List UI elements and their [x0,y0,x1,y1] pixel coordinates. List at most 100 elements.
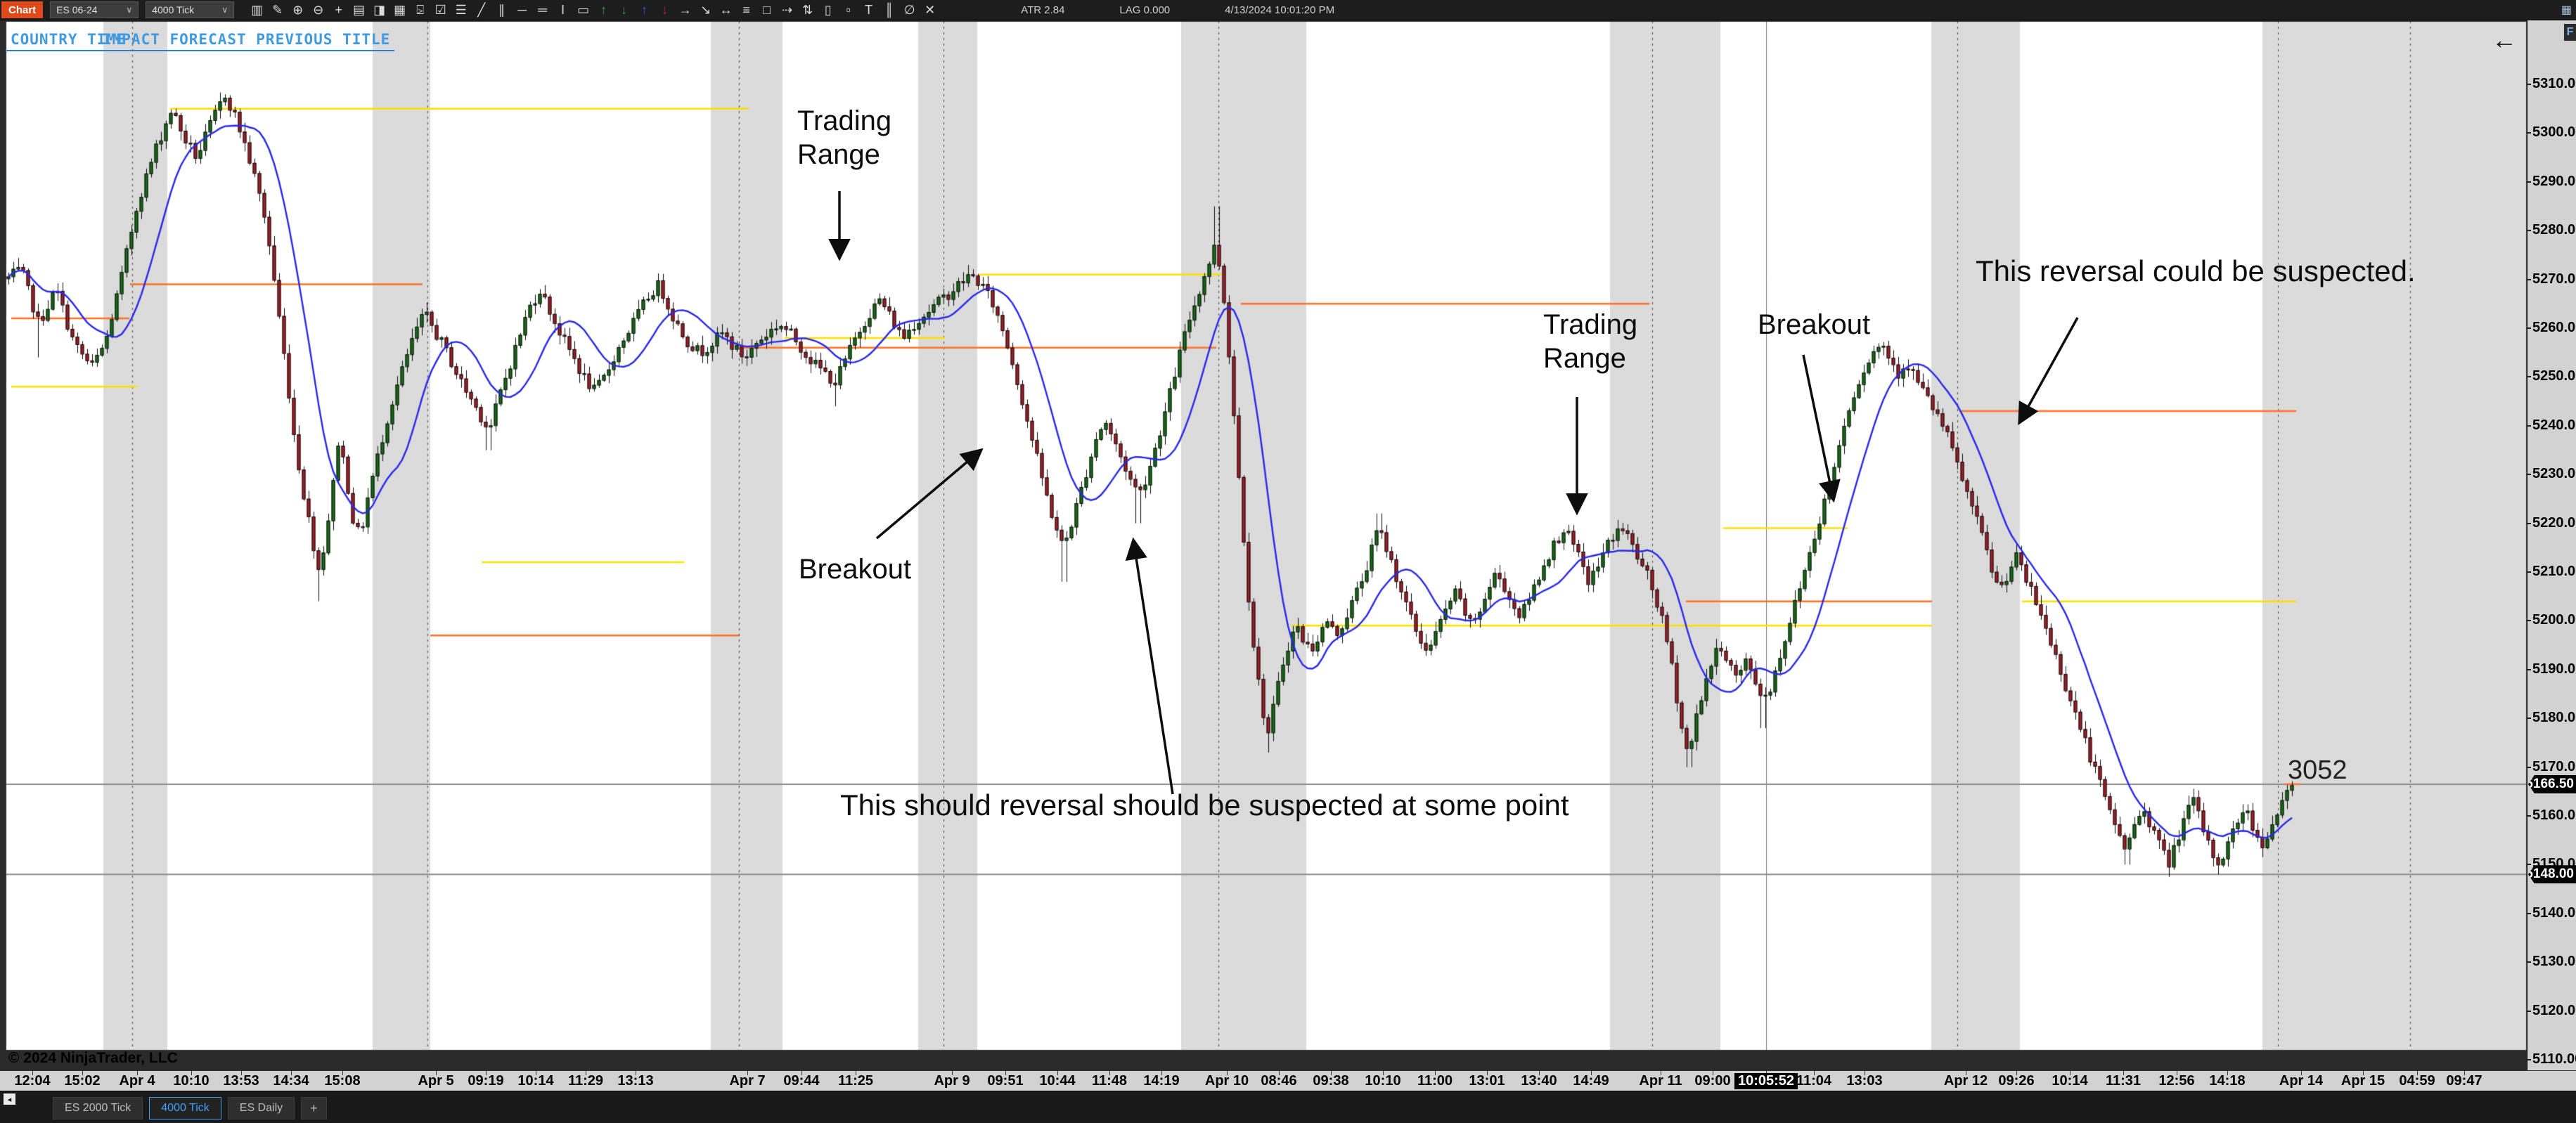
header-country-time: COUNTRY TIME [11,31,126,48]
time-label: 08:46 [1261,1073,1297,1089]
time-tick [1383,1071,1384,1075]
text-cursor-icon[interactable]: I [561,3,565,17]
zoom-in-icon[interactable]: ⊕ [292,3,304,17]
annotation-breakout-2[interactable]: Breakout [1758,309,1871,340]
vertical-region-icon[interactable]: ▯ [824,3,832,17]
price-label: 5280.00 [2532,222,2576,238]
time-label: 10:10 [173,1073,210,1089]
time-label: 09:44 [783,1073,820,1089]
price-tick [2527,1010,2531,1012]
indicator-icon[interactable]: ▦ [394,3,406,17]
ellipse-slash-icon[interactable]: ∅ [903,3,915,17]
crosshair-icon[interactable]: + [335,3,342,17]
tab-es-2000-tick[interactable]: ES 2000 Tick [53,1097,143,1119]
time-label: Apr 4 [119,1073,155,1089]
chevron-down-icon: ∨ [126,5,133,15]
time-tick [1109,1071,1110,1075]
tab-4000-tick[interactable]: 4000 Tick [149,1097,221,1119]
time-label: 11:25 [837,1073,874,1089]
strategy-icon[interactable]: ☑ [434,3,446,17]
toolbar-icon-row: ▥ ✎ ⊕ ⊖ + ▤ ◨ ▦ ⍄ ☑ ☰ ╱ ∥ ─ ═ I ▭ ↑ ↓ ↑ ↓ → ↘ ↔ ≡ □ ⇢ ⇅ ▯ ▫ T ║ ∅ ✕ [247,0,940,20]
price-axis[interactable]: F 5310.00 5300.00 5290.00 5280.00 5270.00 526… [2527,20,2576,1091]
collapse-tabs-icon[interactable]: ◂ [4,1093,15,1105]
price-label: 5140.00 [2532,904,2576,921]
price-label: 5110.00 [2532,1051,2576,1067]
annotation-suspect-long[interactable]: This should reversal should be suspected… [840,788,1569,822]
time-tick [2227,1071,2228,1075]
price-tick [2527,522,2531,524]
price-tick [2527,474,2531,476]
time-label: 13:01 [1469,1073,1505,1089]
instrument-dropdown[interactable]: ES 06-24 ∨ [50,1,139,18]
interval-dropdown[interactable]: 4000 Tick ∨ [146,1,235,18]
annotation-price-note[interactable]: 3052 [2288,755,2348,785]
toolbar-status-texts: ATR 2.84 LAG 0.000 4/13/2024 10:01:20 PM [1021,4,1334,16]
dashed-rect-icon[interactable]: ▫ [846,3,851,17]
menu-lines-icon[interactable]: ≡ [742,3,750,17]
candle-tool-icon[interactable]: ║ [884,3,894,17]
list-icon[interactable]: ☰ [455,3,467,17]
price-label: 5270.00 [2532,271,2576,287]
right-arrow-icon[interactable]: → [678,3,692,17]
annotation-trading-range-1[interactable]: Trading Range [797,105,892,170]
time-label: 13:40 [1521,1073,1557,1089]
double-horizontal-line-icon[interactable]: ═ [538,3,548,17]
time-label: Apr 9 [934,1073,970,1089]
panel-icon[interactable]: ◨ [373,3,386,17]
pencil-icon[interactable]: ✎ [272,3,283,17]
header-impact-forecast: IMPACT FORECAST PREVIOUS TITLE [103,31,391,48]
time-label: 11:00 [1417,1073,1453,1089]
dashed-arrow-icon[interactable]: ⇢ [782,3,793,17]
updown-arrows-icon[interactable]: ⇅ [802,3,813,17]
price-tick [2527,181,2531,183]
rectangle-icon[interactable]: □ [763,3,771,17]
time-label: Apr 7 [729,1073,766,1089]
price-tick [2527,1059,2531,1060]
price-tick [2527,961,2531,963]
price-tick [2527,230,2531,232]
fixed-scale-badge[interactable]: F [2564,24,2576,41]
annotation-breakout-1[interactable]: Breakout [799,554,912,585]
chart-window-title[interactable]: Chart [1,1,44,18]
pointer-line-icon[interactable]: ↘ [700,3,711,17]
time-axis[interactable]: 12:04 15:02 Apr 4 10:10 13:53 14:34 15:08 Apr 5… [0,1070,2576,1091]
time-tick [2016,1071,2017,1075]
time-label: 04:59 [2399,1073,2435,1089]
tab-es-daily[interactable]: ES Daily [227,1097,295,1119]
chart-style-icon[interactable]: ▥ [251,3,264,17]
up-arrow-blue-icon[interactable]: ↑ [641,3,648,17]
time-tick [1539,1071,1540,1075]
text-tool-icon[interactable]: T [865,3,873,17]
data-box-icon[interactable]: ▤ [353,3,366,17]
price-label: 5260.00 [2532,320,2576,335]
time-tick [291,1071,292,1075]
up-arrow-green-icon[interactable]: ↑ [600,3,607,17]
ruler-icon[interactable]: ▭ [577,3,590,17]
annotation-trading-range-2[interactable]: Trading Range [1543,309,1638,374]
time-label: 09:26 [1998,1073,2035,1089]
toolbar: Chart ES 06-24 ∨ 4000 Tick ∨ ▥ ✎ ⊕ ⊖ + ▤ ◨ ▦ ⍄ ☑ ☰… [0,0,2576,20]
horizontal-line-icon[interactable]: ─ [517,3,527,17]
chart-canvas[interactable] [0,20,2576,1091]
price-label: 5290.00 [2532,173,2576,189]
price-label: 5210.00 [2532,564,2576,579]
annotation-suspect-reversal[interactable]: This reversal could be suspected. [1976,254,2416,287]
trash-icon[interactable]: ✕ [925,3,936,17]
horizontal-range-icon[interactable]: ↔ [719,3,733,17]
time-label: 12:04 [14,1073,51,1089]
time-label: 13:13 [617,1073,654,1089]
tab-strip: ◂ ES 2000 Tick 4000 Tick ES Daily + [0,1091,2576,1123]
down-arrow-red-icon[interactable]: ↓ [662,3,669,17]
scroll-back-arrow-icon[interactable]: ← [2492,25,2517,54]
zigzag-icon[interactable]: ⍄ [416,3,425,17]
line-tool-icon[interactable]: ╱ [477,3,486,17]
price-label: 5200.00 [2532,612,2576,628]
zoom-out-icon[interactable]: ⊖ [313,3,324,17]
down-arrow-green-icon[interactable]: ↓ [621,3,628,17]
price-label: 5160.00 [2532,807,2576,823]
time-tick [1435,1071,1436,1075]
window-grid-icon[interactable]: ▦ [2561,4,2572,16]
time-label: 09:47 [2446,1073,2482,1089]
parallel-lines-icon[interactable]: ∥ [498,3,505,17]
add-tab-button[interactable]: + [301,1097,327,1119]
